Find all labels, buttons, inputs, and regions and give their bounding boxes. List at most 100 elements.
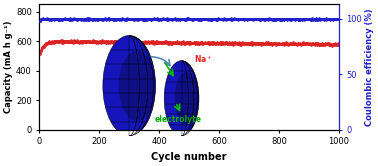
Point bbox=[285, 18, 291, 20]
Point bbox=[222, 42, 228, 45]
Point bbox=[217, 41, 223, 44]
Point bbox=[311, 43, 318, 46]
Point bbox=[109, 40, 115, 43]
Point bbox=[64, 40, 70, 42]
Point bbox=[335, 17, 341, 20]
Point bbox=[152, 18, 158, 20]
Point bbox=[210, 42, 216, 44]
Point bbox=[80, 18, 86, 21]
Point bbox=[74, 41, 81, 43]
Point bbox=[47, 18, 53, 21]
Point bbox=[268, 18, 274, 21]
Point bbox=[204, 41, 210, 44]
Point bbox=[204, 17, 210, 20]
Point bbox=[76, 40, 82, 43]
Point bbox=[91, 17, 97, 20]
Point bbox=[270, 18, 276, 21]
Point bbox=[168, 42, 174, 45]
Point bbox=[292, 18, 298, 20]
Point bbox=[111, 18, 117, 20]
Point bbox=[178, 43, 184, 45]
Point bbox=[325, 43, 331, 45]
Point bbox=[71, 18, 77, 20]
Point bbox=[198, 18, 204, 21]
Point bbox=[128, 18, 134, 20]
Point bbox=[241, 18, 247, 20]
Point bbox=[134, 18, 140, 21]
Point bbox=[94, 40, 100, 43]
Point bbox=[305, 43, 311, 45]
Point bbox=[278, 18, 284, 20]
Point bbox=[249, 18, 256, 21]
Point bbox=[246, 42, 252, 45]
Point bbox=[293, 17, 299, 20]
Point bbox=[141, 18, 147, 21]
Point bbox=[291, 43, 297, 45]
Point bbox=[53, 18, 59, 20]
Point bbox=[269, 18, 275, 21]
Point bbox=[311, 42, 317, 45]
Point bbox=[218, 42, 225, 45]
Point bbox=[45, 18, 51, 20]
Point bbox=[236, 18, 242, 21]
Point bbox=[62, 18, 68, 20]
Point bbox=[329, 17, 335, 20]
Point bbox=[167, 41, 173, 44]
Point bbox=[293, 43, 299, 45]
Point bbox=[81, 41, 87, 44]
Point bbox=[282, 43, 288, 45]
Point bbox=[153, 18, 160, 20]
Point bbox=[228, 43, 234, 45]
Point bbox=[143, 41, 149, 44]
Point bbox=[152, 18, 158, 20]
Point bbox=[295, 42, 301, 44]
Point bbox=[152, 17, 158, 20]
Point bbox=[224, 17, 230, 20]
Point bbox=[129, 17, 135, 20]
Point bbox=[67, 17, 73, 20]
Point bbox=[226, 42, 232, 45]
Point bbox=[134, 40, 140, 43]
Point bbox=[51, 40, 57, 42]
Point bbox=[314, 42, 320, 45]
Point bbox=[297, 18, 304, 21]
Point bbox=[273, 42, 279, 45]
Point bbox=[316, 18, 322, 21]
Point bbox=[150, 40, 156, 42]
Point bbox=[68, 40, 74, 43]
Ellipse shape bbox=[175, 72, 199, 125]
Point bbox=[223, 17, 229, 20]
Point bbox=[108, 41, 114, 44]
Point bbox=[73, 17, 79, 20]
Point bbox=[220, 42, 226, 44]
Point bbox=[248, 42, 254, 44]
Point bbox=[332, 18, 338, 20]
Point bbox=[127, 41, 133, 44]
Point bbox=[153, 42, 160, 44]
Point bbox=[255, 18, 261, 21]
Point bbox=[256, 18, 262, 20]
Point bbox=[324, 43, 330, 45]
Point bbox=[245, 17, 251, 20]
Point bbox=[229, 42, 235, 45]
Point bbox=[105, 18, 111, 21]
Point bbox=[267, 18, 273, 20]
Point bbox=[315, 17, 321, 20]
Point bbox=[117, 41, 123, 43]
Point bbox=[249, 43, 255, 46]
Point bbox=[326, 43, 332, 46]
Point bbox=[110, 18, 116, 20]
Point bbox=[163, 40, 169, 43]
Point bbox=[217, 18, 223, 21]
Point bbox=[88, 18, 94, 20]
Point bbox=[94, 41, 100, 43]
Point bbox=[105, 41, 112, 44]
Point bbox=[62, 40, 68, 43]
Point bbox=[265, 18, 271, 21]
Point bbox=[120, 41, 126, 44]
Point bbox=[325, 43, 331, 46]
Point bbox=[170, 18, 176, 21]
Point bbox=[233, 42, 239, 45]
Point bbox=[143, 41, 149, 44]
Point bbox=[313, 18, 319, 21]
